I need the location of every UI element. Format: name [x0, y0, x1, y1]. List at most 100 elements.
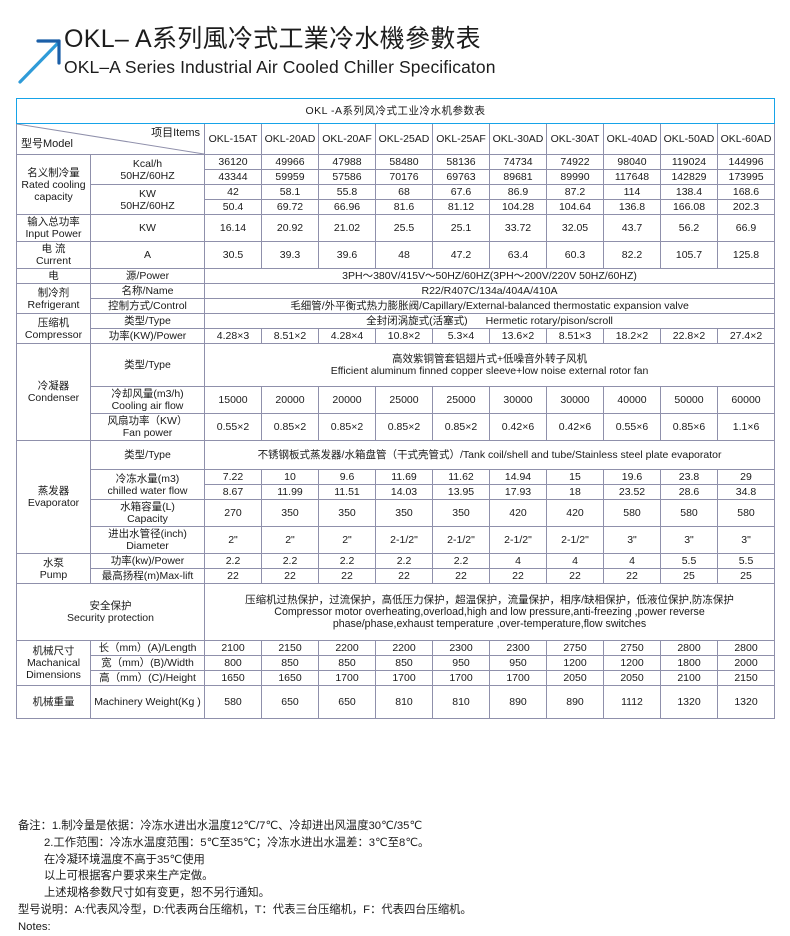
cell-kw50: 42	[204, 184, 262, 200]
cell-diameter: 2"	[261, 526, 319, 554]
item-label-chilled-water-flow: 冷冻水量(m3) chilled water flow	[90, 469, 205, 500]
item-label-compressor-type: 类型/Type	[90, 313, 205, 329]
item-label-tank-capacity: 水箱容量(L) Capacity	[90, 499, 205, 527]
cell-kcal60: 70176	[375, 169, 433, 185]
cell-compressor-power: 5.3×4	[432, 328, 490, 344]
item-label-width: 宽（mm）(B)/Width	[90, 655, 205, 671]
cell-fan-power: 0.85×6	[660, 413, 718, 441]
cell-tank-capacity: 420	[546, 499, 604, 527]
cell-kw60: 202.3	[716, 199, 776, 215]
cell-input-power: 66.9	[716, 214, 776, 242]
table-banner: OKL -A系列风冷式工业冷水机参数表	[15, 98, 776, 124]
cell-diameter: 2"	[204, 526, 262, 554]
cell-weight: 650	[318, 685, 376, 719]
cell-refrigerant-control: 毛细管/外平衡式热力膨胀阀/Capillary/External-balance…	[203, 298, 776, 314]
cell-width: 850	[375, 655, 433, 671]
group-label-evaporator: 蒸发器 Evaporator	[16, 440, 91, 554]
cell-current: 105.7	[660, 241, 718, 269]
cell-height: 1700	[318, 670, 376, 686]
cell-pump-power: 4	[489, 553, 547, 569]
cell-kcal60: 69763	[432, 169, 490, 185]
cell-kw50: 87.2	[546, 184, 604, 200]
cell-refrigerant-name: R22/R407C/134a/404A/410A	[203, 283, 776, 299]
cell-pump-power: 2.2	[432, 553, 490, 569]
cell-height: 1700	[432, 670, 490, 686]
cell-kw60: 104.64	[546, 199, 604, 215]
cell-input-power: 25.1	[432, 214, 490, 242]
cell-chilled-50: 23.8	[660, 469, 718, 485]
cell-chilled-50: 14.94	[489, 469, 547, 485]
group-label-current: 电 流 Current	[16, 241, 91, 269]
cell-compressor-power: 8.51×3	[546, 328, 604, 344]
cell-kw50: 138.4	[660, 184, 718, 200]
cell-pump-lift: 22	[432, 568, 490, 584]
table-row: 冷冻水量(m3) chilled water flow 7.22 10 9.6 …	[17, 469, 776, 500]
table-row: 43344 59959 57586 70176 69763 89681 8999…	[17, 169, 776, 185]
cell-kw50: 55.8	[318, 184, 376, 200]
cell-diameter: 3"	[603, 526, 661, 554]
cell-cooling-air-flow: 25000	[375, 386, 433, 414]
cell-tank-capacity: 350	[261, 499, 319, 527]
cell-tank-capacity: 350	[318, 499, 376, 527]
cell-cooling-air-flow: 25000	[432, 386, 490, 414]
cell-kcal50: 58480	[375, 154, 433, 170]
cell-diameter: 2-1/2"	[375, 526, 433, 554]
cell-tank-capacity: 580	[716, 499, 776, 527]
cell-tank-capacity: 270	[204, 499, 262, 527]
cell-kw50: 67.6	[432, 184, 490, 200]
cell-fan-power: 0.85×2	[375, 413, 433, 441]
model-header: OKL-15AT	[204, 123, 262, 155]
cell-chilled-50: 7.22	[204, 469, 262, 485]
table-row: 进出水管径(inch) Diameter 2" 2" 2" 2-1/2" 2-1…	[17, 526, 776, 554]
cell-kw60: 81.6	[375, 199, 433, 215]
cell-diameter: 2"	[318, 526, 376, 554]
cell-cooling-air-flow: 30000	[489, 386, 547, 414]
cell-kcal50: 119024	[660, 154, 718, 170]
table-row: 冷凝器 Condenser 类型/Type 高效紫铜管套铝翅片式+低噪音外转子风…	[16, 343, 776, 441]
group-label-power-supply: 电	[16, 268, 91, 284]
cell-kw50: 114	[603, 184, 661, 200]
cell-chilled-60: 13.95	[432, 484, 490, 500]
cell-input-power: 33.72	[489, 214, 547, 242]
corner-label-model: 型号Model	[21, 138, 73, 150]
cell-kcal50: 74734	[489, 154, 547, 170]
cell-fan-power: 0.85×2	[261, 413, 319, 441]
cell-tank-capacity: 420	[489, 499, 547, 527]
cell-width: 800	[204, 655, 262, 671]
page-title-cn: OKL– A系列風冷式工業冷水機參數表	[64, 25, 481, 53]
cell-diameter: 3"	[660, 526, 718, 554]
model-header: OKL-30AT	[546, 123, 604, 155]
group-label-input-power: 输入总功率 Input Power	[16, 214, 91, 242]
cell-input-power: 25.5	[375, 214, 433, 242]
cell-height: 1650	[261, 670, 319, 686]
note-line: 上述规格参数尺寸如有变更，恕不另行通知。	[44, 887, 270, 900]
cell-kw50: 86.9	[489, 184, 547, 200]
cell-kcal60: 43344	[204, 169, 262, 185]
cell-weight: 1320	[660, 685, 718, 719]
item-label-length: 长（mm）(A)/Length	[90, 640, 205, 656]
cell-kw60: 81.12	[432, 199, 490, 215]
cell-kcal50: 144996	[716, 154, 776, 170]
cell-kw50: 58.1	[261, 184, 319, 200]
cell-fan-power: 0.55×2	[204, 413, 262, 441]
corner-label-items: 项目Items	[151, 127, 200, 139]
cell-height: 2050	[546, 670, 604, 686]
item-label-cooling-air-flow: 冷却风量(m3/h) Cooling air flow	[90, 386, 205, 414]
cell-kcal50: 58136	[432, 154, 490, 170]
cell-chilled-60: 17.93	[489, 484, 547, 500]
cell-chilled-50: 11.69	[375, 469, 433, 485]
cell-kcal50: 74922	[546, 154, 604, 170]
cell-kcal60: 59959	[261, 169, 319, 185]
cell-pump-power: 2.2	[261, 553, 319, 569]
item-label-diameter: 进出水管径(inch) Diameter	[90, 526, 205, 554]
cell-pump-power: 4	[603, 553, 661, 569]
cell-tank-capacity: 580	[603, 499, 661, 527]
table-row: 压缩机 Compressor 类型/Type 全封闭涡旋式(活塞式) Hermet…	[16, 313, 776, 344]
table-row: 输入总功率 Input Power KW 16.14 20.92 21.02 2…	[16, 214, 776, 242]
cell-pump-power: 5.5	[660, 553, 718, 569]
group-label-weight: 机械重量	[16, 685, 91, 719]
cell-kw60: 104.28	[489, 199, 547, 215]
cell-current: 60.3	[546, 241, 604, 269]
cell-diameter: 2-1/2"	[432, 526, 490, 554]
cell-cooling-air-flow: 20000	[318, 386, 376, 414]
